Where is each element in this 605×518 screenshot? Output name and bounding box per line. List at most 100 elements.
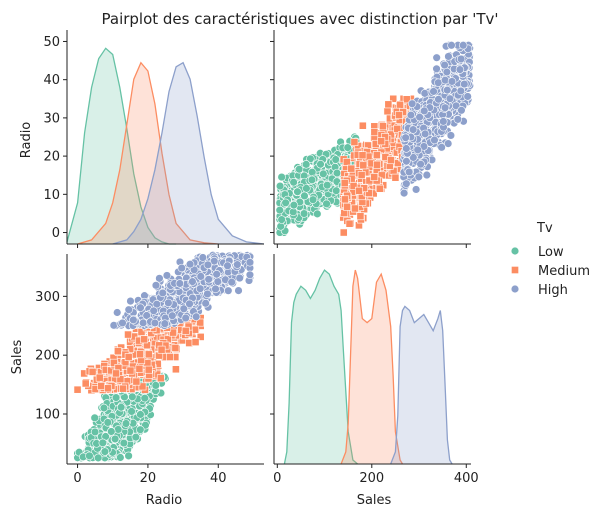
scatter-point-low xyxy=(289,200,299,210)
scatter-point-medium xyxy=(340,179,349,188)
scatter-point-medium xyxy=(341,195,349,204)
scatter-point-medium xyxy=(191,338,200,346)
scatter-point-high xyxy=(440,60,449,70)
scatter-point-high xyxy=(415,112,424,122)
scatter-point-low xyxy=(90,427,100,437)
scatter-point-low xyxy=(140,393,149,403)
scatter-point-high xyxy=(402,179,411,188)
scatter-point-high xyxy=(245,270,255,280)
scatter-point-high xyxy=(203,289,212,299)
scatter-point-high xyxy=(460,79,469,89)
scatter-point-high xyxy=(445,94,455,103)
scatter-point-low xyxy=(116,403,126,412)
scatter-point-high xyxy=(406,110,416,120)
scatter-point-high xyxy=(136,303,145,312)
scatter-point-high xyxy=(191,312,201,321)
scatter-point-medium xyxy=(119,384,127,393)
scatter-point-medium xyxy=(181,326,190,335)
x-axis-label-radio: Radio xyxy=(146,493,183,508)
scatter-point-medium xyxy=(349,182,358,190)
scatter-point-medium xyxy=(356,212,365,221)
scatter-point-high xyxy=(160,319,170,328)
scatter-point-high xyxy=(446,131,456,140)
scatter-point-high xyxy=(457,106,466,115)
scatter-point-low xyxy=(110,434,120,444)
scatter-point-high xyxy=(440,103,450,112)
scatter-point-high xyxy=(164,298,173,308)
radio-x-tick-label: 0 xyxy=(73,471,81,486)
scatter-point-high xyxy=(437,143,446,152)
scatter-point-medium xyxy=(384,100,393,109)
scatter-point-low xyxy=(306,154,315,164)
chart-title: Pairplot des caractéristiques avec disti… xyxy=(102,10,499,28)
scatter-point-high xyxy=(124,305,133,314)
scatter-point-low xyxy=(136,410,145,419)
scatter-point-high xyxy=(404,167,414,177)
scatter-point-high xyxy=(162,271,172,280)
scatter-point-high xyxy=(444,52,453,61)
scatter-point-medium xyxy=(358,151,367,160)
scatter-point-high xyxy=(151,281,161,290)
scatter-point-high xyxy=(158,288,167,298)
y-axis-label-sales: Sales xyxy=(10,339,25,374)
scatter-point-medium xyxy=(136,350,144,359)
scatter-point-medium xyxy=(343,202,352,211)
scatter-point-medium xyxy=(73,385,82,394)
scatter-point-medium xyxy=(347,164,356,173)
scatter-point-low xyxy=(332,186,341,195)
scatter-point-high xyxy=(185,299,194,309)
scatter-point-medium xyxy=(144,350,153,359)
sales-y-tick-label: 200 xyxy=(35,349,60,364)
scatter-point-high xyxy=(175,279,185,288)
x-axis-label-sales: Sales xyxy=(357,493,392,508)
scatter-point-high xyxy=(422,170,432,180)
radio-x-tick-label: 40 xyxy=(210,471,227,486)
scatter-point-high xyxy=(402,144,411,153)
scatter-point-low xyxy=(307,175,317,185)
sales-kde-panel xyxy=(283,269,453,465)
scatter-point-medium xyxy=(402,95,411,104)
scatter-point-medium xyxy=(359,161,368,170)
y-axis-label-radio: Radio xyxy=(19,122,34,159)
scatter-point-high xyxy=(118,318,127,328)
radio-kde-area-low xyxy=(67,48,177,244)
scatter-point-low xyxy=(85,451,94,461)
scatter-point-high xyxy=(196,284,205,293)
scatter-point-high xyxy=(234,286,243,295)
radio-y-tick-label: 20 xyxy=(43,150,60,165)
scatter-point-high xyxy=(439,117,448,126)
scatter-point-high xyxy=(440,75,450,85)
scatter-point-medium xyxy=(135,364,144,373)
scatter-point-high xyxy=(447,41,456,50)
scatter-point-high xyxy=(434,95,443,104)
scatter-point-high xyxy=(443,85,452,95)
scatter-point-low xyxy=(277,215,286,224)
scatter-point-high xyxy=(434,78,443,87)
scatter-point-high xyxy=(168,311,177,320)
scatter-point-high xyxy=(413,145,422,155)
scatter-point-medium xyxy=(350,138,359,146)
scatter-point-high xyxy=(204,275,213,284)
radio-y-tick-label: 40 xyxy=(43,73,60,88)
radio-y-tick-label: 0 xyxy=(52,226,60,241)
scatter-point-medium xyxy=(88,367,97,376)
scatter-point-medium xyxy=(396,100,404,109)
scatter-point-medium xyxy=(113,347,122,356)
scatter-point-high xyxy=(430,135,439,145)
scatter-point-medium xyxy=(365,189,373,197)
sales-x-tick-label: 200 xyxy=(359,471,384,486)
scatter-point-high xyxy=(203,260,213,270)
scatter-point-low xyxy=(293,187,302,196)
radio-kde-area-high xyxy=(112,62,264,245)
scatter-point-medium xyxy=(345,219,354,228)
scatter-point-low xyxy=(295,165,304,174)
sales-vs-radio-scatter-panel xyxy=(275,41,475,237)
scatter-point-high xyxy=(109,321,119,330)
scatter-point-high xyxy=(213,277,223,286)
legend-label-high: High xyxy=(538,283,568,298)
scatter-point-medium xyxy=(156,374,165,383)
scatter-point-medium xyxy=(342,158,351,166)
scatter-point-medium xyxy=(372,151,381,160)
scatter-point-low xyxy=(136,425,145,434)
scatter-point-medium xyxy=(351,204,359,213)
